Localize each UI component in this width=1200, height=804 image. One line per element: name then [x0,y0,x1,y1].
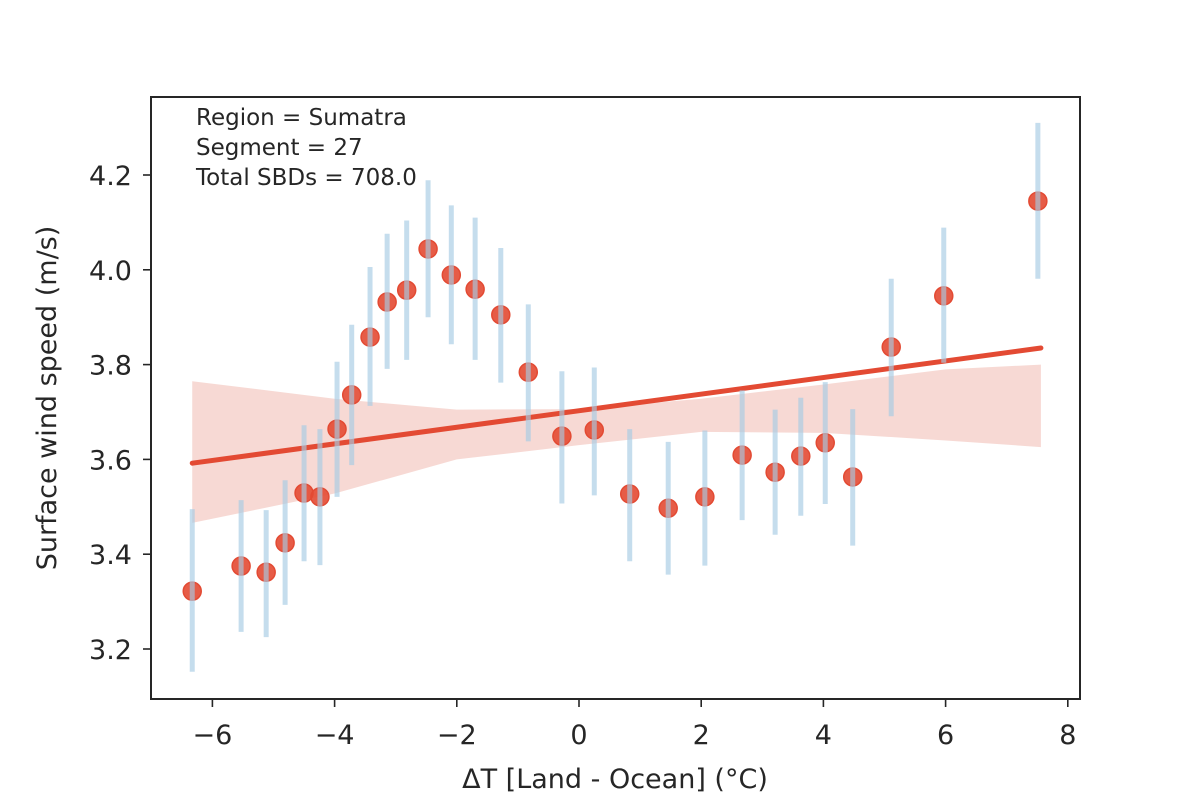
x-tick-label: 4 [815,720,832,751]
regression-line [189,345,1044,466]
annotation: Region = Sumatra Segment = 27 Total SBDs… [195,105,417,191]
x-tick-label: 2 [693,720,710,751]
y-tick-label: 3.4 [89,540,132,571]
ci-band [192,364,1041,523]
x-tick-label: 6 [937,720,954,751]
axes-frame [150,96,1081,700]
y-tick-label: 3.6 [89,445,132,476]
annotation-region: Region = Sumatra [196,105,407,131]
y-tick-label: 3.8 [89,351,132,382]
y-tick-label: 4.2 [89,161,132,192]
y-tick-label: 4.0 [89,256,132,287]
x-tick-label: 8 [1059,720,1076,751]
x-tick-label: −6 [192,720,232,751]
x-tick-label: −2 [437,720,477,751]
annotation-segment: Segment = 27 [196,135,363,161]
y-axis-label: Surface wind speed (m/s) [32,226,63,571]
x-axis-label: ΔT [Land - Ocean] (°C) [462,764,768,795]
ci-band-layer [192,364,1041,523]
fit-line-layer [189,345,1044,466]
x-tick-label: 0 [570,720,587,751]
errorbar-layer [189,122,1041,672]
x-axis-ticks: −6 −4 −2 0 2 4 6 8 [192,699,1076,751]
y-axis-ticks: 3.2 3.4 3.6 3.8 4.0 4.2 [89,161,151,666]
annotation-total-sbds: Total SBDs = 708.0 [195,165,417,191]
x-tick-label: −4 [315,720,355,751]
points-layer [182,191,1048,601]
y-tick-label: 3.2 [89,635,132,666]
